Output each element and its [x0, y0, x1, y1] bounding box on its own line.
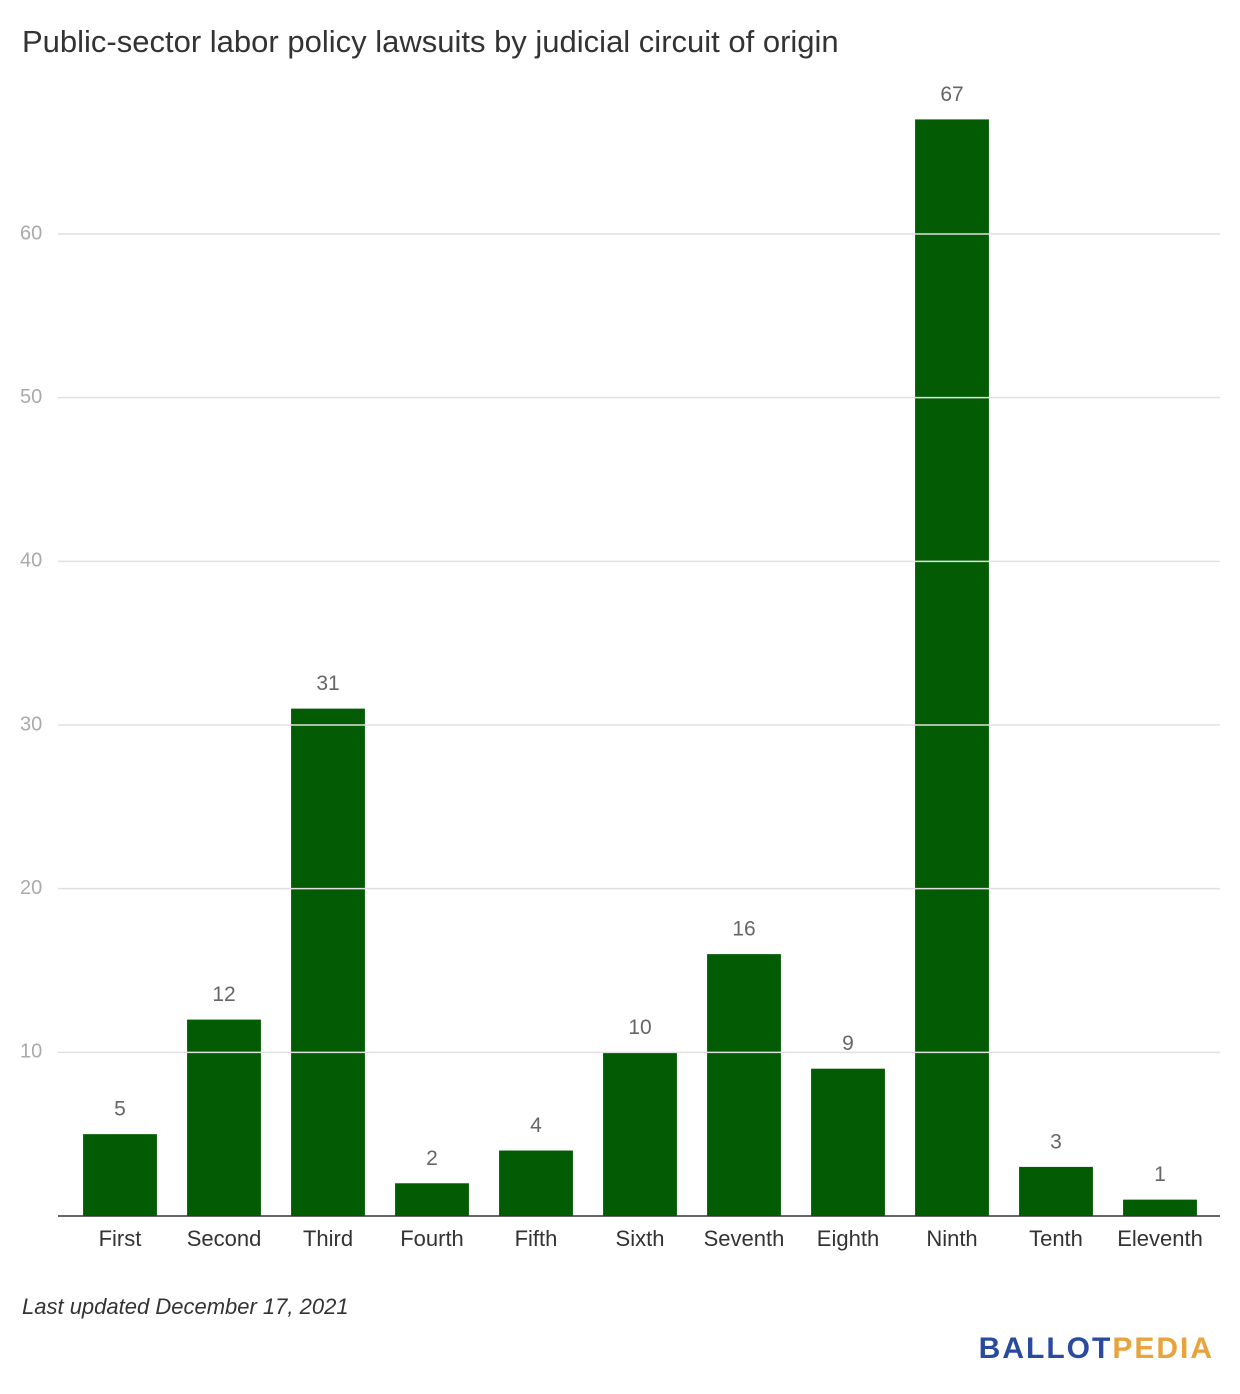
x-tick-label: Eighth [817, 1226, 879, 1251]
x-tick-label: Third [303, 1226, 353, 1251]
value-label: 9 [842, 1032, 854, 1055]
y-tick-label: 60 [20, 222, 42, 244]
x-tick-label: Fifth [515, 1226, 558, 1251]
x-tick-label: Ninth [926, 1226, 977, 1251]
x-tick-label: Tenth [1029, 1226, 1083, 1251]
logo-part: PEDIA [1112, 1332, 1214, 1365]
value-label: 4 [530, 1114, 542, 1137]
bar [395, 1183, 469, 1216]
x-tick-label: Fourth [400, 1226, 464, 1251]
x-tick-label: Sixth [616, 1226, 665, 1251]
y-tick-label: 10 [20, 1041, 42, 1063]
y-tick-label: 50 [20, 386, 42, 408]
value-label: 67 [940, 83, 963, 106]
footnote: Last updated December 17, 2021 [22, 1294, 349, 1319]
x-tick-label: Seventh [704, 1226, 785, 1251]
value-label: 12 [212, 983, 235, 1006]
bar [915, 119, 989, 1217]
x-tick-label: First [99, 1226, 142, 1251]
value-label: 2 [426, 1147, 438, 1170]
y-tick-label: 30 [20, 713, 42, 735]
bar [187, 1019, 261, 1216]
x-tick-label: Second [187, 1226, 262, 1251]
bar [499, 1150, 573, 1216]
bar [811, 1068, 885, 1216]
chart-title: Public-sector labor policy lawsuits by j… [22, 24, 839, 59]
bar [707, 954, 781, 1216]
value-label: 16 [732, 918, 755, 941]
value-label: 31 [316, 672, 339, 695]
value-label: 5 [114, 1098, 126, 1121]
logo: BALLOTPEDIA [979, 1332, 1214, 1365]
bar [603, 1052, 677, 1216]
logo-part: BALLOT [979, 1332, 1113, 1365]
y-tick-label: 20 [20, 877, 42, 899]
bar [291, 708, 365, 1216]
bar [1123, 1199, 1197, 1216]
y-tick-label: 40 [20, 550, 42, 572]
x-tick-label: Eleventh [1117, 1226, 1203, 1251]
bar [1019, 1166, 1093, 1216]
value-label: 1 [1154, 1163, 1166, 1186]
value-label: 10 [628, 1016, 651, 1039]
bar [83, 1134, 157, 1216]
value-label: 3 [1050, 1130, 1062, 1153]
